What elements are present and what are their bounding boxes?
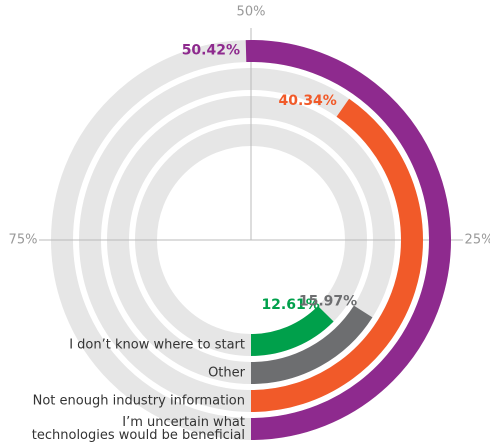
tick-label: 50% bbox=[237, 5, 266, 20]
bar bbox=[245, 40, 451, 440]
value-label: 40.34% bbox=[279, 93, 337, 109]
tick-label: 25% bbox=[465, 233, 490, 248]
bar bbox=[250, 305, 334, 356]
value-label: 12.61% bbox=[261, 297, 319, 313]
tick-label: 75% bbox=[9, 233, 38, 248]
category-label: I’m uncertain what technologies would be… bbox=[31, 415, 245, 443]
value-label: 15.97% bbox=[299, 293, 357, 309]
category-label: Not enough industry information bbox=[32, 393, 245, 409]
bar bbox=[250, 305, 373, 384]
value-label: 50.42% bbox=[182, 43, 240, 59]
category-label: I don’t know where to start bbox=[69, 337, 245, 353]
category-label: Other bbox=[208, 365, 245, 381]
bar bbox=[250, 98, 423, 412]
